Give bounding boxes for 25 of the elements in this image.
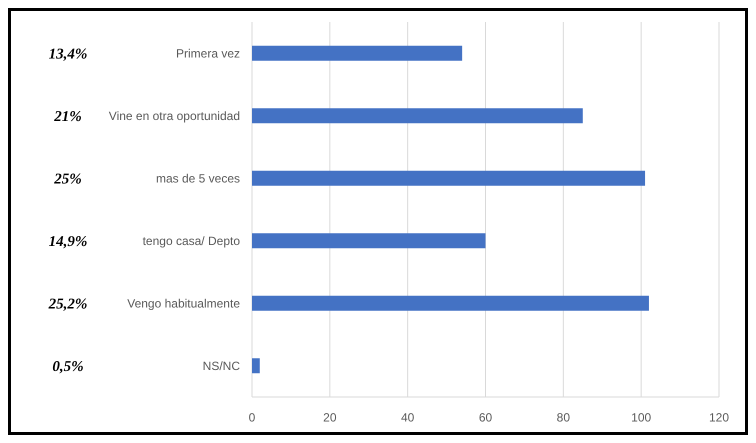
y-tick-label: Vine en otra oportunidad bbox=[108, 109, 240, 124]
text: 25% bbox=[53, 172, 82, 188]
bar bbox=[252, 46, 462, 61]
text: 14,9% bbox=[48, 234, 88, 250]
x-tick-label: 100 bbox=[631, 410, 652, 425]
y-tick-label: mas de 5 veces bbox=[156, 172, 240, 186]
bar bbox=[252, 358, 260, 374]
x-tick-label: 0 bbox=[248, 410, 256, 425]
bar bbox=[252, 296, 649, 311]
x-tick-label: 120 bbox=[708, 410, 730, 425]
y-tick-label: Vengo habitualmente bbox=[127, 296, 240, 311]
y-tick-label: NS/NC bbox=[202, 359, 240, 374]
bar bbox=[252, 233, 486, 248]
text: 0,5% bbox=[52, 359, 84, 375]
y-tick-label: Primera vez bbox=[176, 46, 240, 61]
text: 21% bbox=[53, 109, 82, 125]
x-tick-label: 40 bbox=[400, 410, 415, 425]
bar bbox=[252, 170, 646, 186]
text: 13,4% bbox=[48, 46, 88, 62]
x-tick-label: 20 bbox=[323, 410, 337, 425]
x-tick-label: 80 bbox=[556, 410, 570, 425]
bar bbox=[252, 108, 583, 124]
x-tick-label: 60 bbox=[478, 410, 492, 425]
text: 25,2% bbox=[48, 296, 88, 312]
y-tick-label: tengo casa/ Depto bbox=[142, 234, 240, 248]
